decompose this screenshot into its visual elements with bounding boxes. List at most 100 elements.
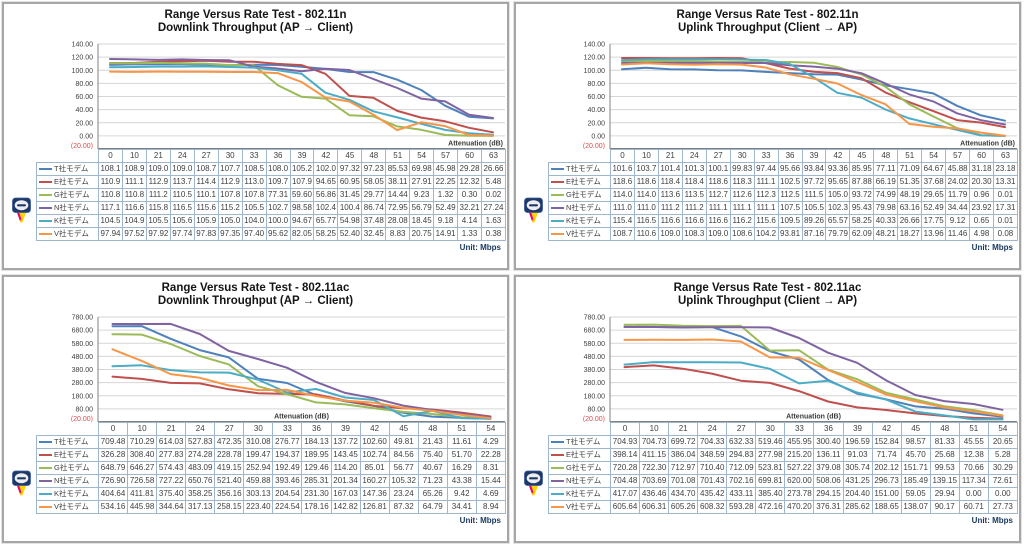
series-line-swatch [551, 493, 564, 496]
attenuation-header-cell: 54 [409, 149, 435, 163]
series-label: V社モデム [566, 502, 601, 511]
throughput-cell: 102.74 [359, 448, 390, 462]
throughput-cell: 91.03 [842, 448, 873, 462]
series-line-K社モデム [109, 65, 494, 136]
throughput-cell: 111.2 [145, 188, 171, 202]
throughput-cell: 1.63 [481, 214, 506, 228]
throughput-cell: 385.40 [755, 487, 786, 501]
throughput-cell: 252.94 [243, 461, 274, 475]
throughput-cell: 45.55 [958, 435, 989, 449]
attenuation-header-cell: 48 [417, 422, 448, 436]
throughput-cell: 712.09 [726, 461, 757, 475]
throughput-cell: 0.08 [993, 227, 1018, 241]
throughput-cell: 97.35 [217, 227, 243, 241]
table-row: V社モデム 605.64 606.31 605.26 608.32 593.28 472.1… [548, 500, 1018, 514]
throughput-cell: 102.7 [265, 201, 291, 215]
series-label: E社モデム [54, 450, 89, 459]
line-chart-80211n-uplink: 140.00 120.00 100.00 80.00 60.00 40.00 20.00 0.… [583, 42, 1017, 149]
throughput-cell: 111.2 [681, 201, 707, 215]
throughput-cell: 52.49 [433, 201, 459, 215]
attenuation-header-cell: 10 [633, 149, 659, 163]
throughput-cell: 85.01 [359, 461, 390, 475]
series-line-K社モデム [621, 58, 1006, 137]
series-line-swatch [551, 441, 564, 444]
attenuation-header-cell: 33 [753, 149, 779, 163]
attenuation-header-cell: 48 [361, 149, 387, 163]
attenuation-header-cell: 27 [726, 422, 757, 436]
throughput-cell: 107.9 [289, 175, 315, 189]
y-tick-label: 20.00 [75, 120, 93, 127]
throughput-cell: 104.2 [753, 227, 779, 241]
throughput-cell: 116.6 [681, 214, 707, 228]
throughput-cell: 614.03 [156, 435, 187, 449]
series-legend-cell: T社モデム [36, 435, 99, 449]
throughput-cell: 142.82 [330, 500, 361, 514]
throughput-cell: 113.0 [241, 175, 267, 189]
series-line-swatch [551, 168, 564, 171]
throughput-cell: 113.6 [657, 188, 683, 202]
throughput-cell: 102.5 [777, 175, 803, 189]
throughput-cell: 101.4 [657, 162, 683, 176]
throughput-cell: 303.13 [243, 487, 274, 501]
attenuation-header-cell: 57 [433, 149, 459, 163]
table-row: E社モデム 398.14 411.15 386.04 348.59 294.83 277.9… [548, 448, 1018, 462]
throughput-cell: 646.27 [127, 461, 158, 475]
throughput-cell: 726.58 [127, 474, 158, 488]
attenuation-header-cell: 33 [272, 422, 303, 436]
series-label: N社モデム [54, 476, 90, 485]
throughput-cell: 97.40 [241, 227, 267, 241]
throughput-cell: 62.09 [849, 227, 875, 241]
throughput-cell: 0.01 [993, 188, 1018, 202]
throughput-cell: 379.08 [813, 461, 844, 475]
throughput-cell: 43.38 [446, 474, 477, 488]
throughput-cell: 72.95 [385, 201, 411, 215]
table-row: G社モデム 648.79 646.27 574.43 483.09 419.15 252.9… [36, 461, 506, 475]
throughput-cell: 605.64 [609, 500, 641, 514]
throughput-cell: 285.62 [842, 500, 873, 514]
throughput-cell: 32.21 [457, 201, 482, 215]
series-legend-cell: G社モデム [36, 188, 99, 202]
throughput-cell: 112.3 [753, 188, 779, 202]
throughput-cell: 702.16 [726, 474, 757, 488]
chart-title: Range Versus Rate Test - 802.11ac Uplink… [520, 282, 1015, 308]
series-label: N社モデム [566, 476, 602, 485]
throughput-cell: 726.90 [97, 474, 129, 488]
data-table-wrap: 0 10 21 24 27 30 33 36 39 42 45 48 51 54 T社モデム 704.93 70… [520, 422, 1018, 514]
series-label: V社モデム [54, 229, 89, 238]
chart-title-line2: Uplink Throughput (Client → AP) [677, 22, 858, 34]
y-tick-label: 100.00 [584, 68, 606, 75]
series-label: G社モデム [566, 463, 602, 472]
throughput-cell: 45.88 [945, 162, 971, 176]
throughput-cell: 143.45 [330, 448, 361, 462]
throughput-cell: 118.6 [633, 175, 659, 189]
throughput-cell: 113.5 [681, 188, 707, 202]
series-line-swatch [39, 207, 52, 210]
series-label: K社モデム [566, 216, 601, 225]
throughput-cell: 709.48 [97, 435, 129, 449]
throughput-cell: 228.78 [214, 448, 245, 462]
throughput-cell: 11.46 [945, 227, 971, 241]
throughput-cell: 48.21 [873, 227, 899, 241]
throughput-cell: 107.5 [777, 201, 803, 215]
throughput-cell: 65.26 [417, 487, 448, 501]
throughput-cell: 112.6 [729, 188, 755, 202]
series-legend-cell: T社モデム [36, 162, 99, 176]
chart-title-line2: Downlink Throughput (AP → Client) [157, 295, 354, 307]
throughput-cell: 0.30 [457, 188, 482, 202]
throughput-cell: 24.02 [945, 175, 971, 189]
throughput-cell: 110.5 [169, 188, 195, 202]
throughput-cell: 483.09 [185, 461, 216, 475]
throughput-cell: 703.69 [639, 474, 670, 488]
y-tick-label: 40.00 [75, 107, 93, 114]
throughput-cell: 459.88 [243, 474, 274, 488]
throughput-cell: 310.08 [243, 435, 274, 449]
y-tick-label-negative: (20.00) [583, 416, 605, 422]
award-medal-icon-svg [12, 197, 31, 223]
throughput-cell: 308.40 [127, 448, 158, 462]
attenuation-header-cell: 24 [681, 149, 707, 163]
throughput-cell: 111.1 [729, 201, 755, 215]
throughput-cell: 105.5 [801, 201, 827, 215]
throughput-cell: 97.83 [193, 227, 219, 241]
table-row: K社モデム 115.4 116.5 116.6 116.6 116.6 116.2 115.6… [548, 214, 1018, 228]
